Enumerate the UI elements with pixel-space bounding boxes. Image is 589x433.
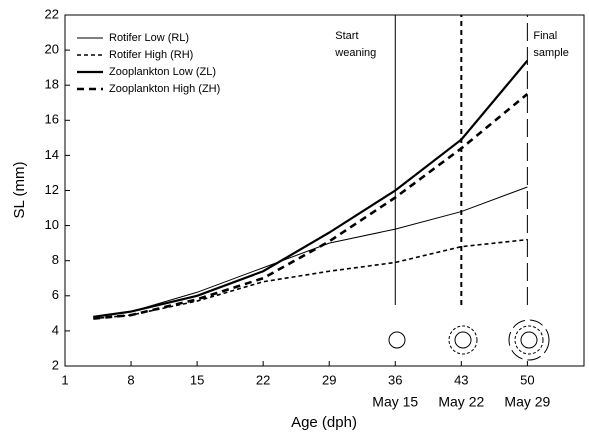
icon [388, 331, 406, 349]
x-tick-label: 36 [388, 372, 402, 387]
annotation: weaning [334, 47, 376, 59]
icon [520, 331, 538, 349]
x-tick-label: 15 [190, 372, 204, 387]
date-label: May 22 [438, 394, 484, 410]
stage-icons [388, 319, 550, 361]
y-tick-label: 22 [45, 6, 59, 21]
x-tick-label: 8 [127, 372, 134, 387]
x-tick-label: 1 [61, 372, 68, 387]
y-tick-label: 8 [52, 252, 59, 267]
icon [514, 325, 544, 355]
x-tick-label: 29 [322, 372, 336, 387]
y-tick-label: 20 [45, 42, 59, 57]
x-tick-label: 43 [454, 372, 468, 387]
y-tick-label: 6 [52, 287, 59, 302]
x-tick-label: 50 [520, 372, 534, 387]
y-tick-label: 4 [52, 322, 59, 337]
y-axis-label: SL (mm) [11, 162, 28, 219]
legend-label: Zooplankton Low (ZL) [109, 66, 216, 78]
date-label: May 15 [372, 394, 418, 410]
icon [508, 319, 550, 361]
date-label: May 29 [504, 394, 550, 410]
y-tick-label: 12 [45, 182, 59, 197]
y-tick-label: 10 [45, 217, 59, 232]
legend-label: Zooplankton High (ZH) [109, 83, 220, 95]
y-tick-label: 16 [45, 112, 59, 127]
annotation: sample [533, 47, 568, 59]
legend-label: Rotifer Low (RL) [109, 32, 189, 44]
legend-label: Rotifer High (RH) [109, 49, 193, 61]
icon [454, 331, 472, 349]
icon [448, 325, 478, 355]
x-tick-label: 22 [256, 372, 270, 387]
x-axis-label: Age (dph) [291, 414, 357, 431]
series-line [93, 59, 529, 318]
series-line [93, 92, 529, 320]
y-tick-label: 18 [45, 77, 59, 92]
annotation: Start [335, 30, 358, 42]
y-tick-label: 14 [45, 147, 59, 162]
y-tick-label: 2 [52, 357, 59, 372]
annotation: Final [533, 30, 557, 42]
